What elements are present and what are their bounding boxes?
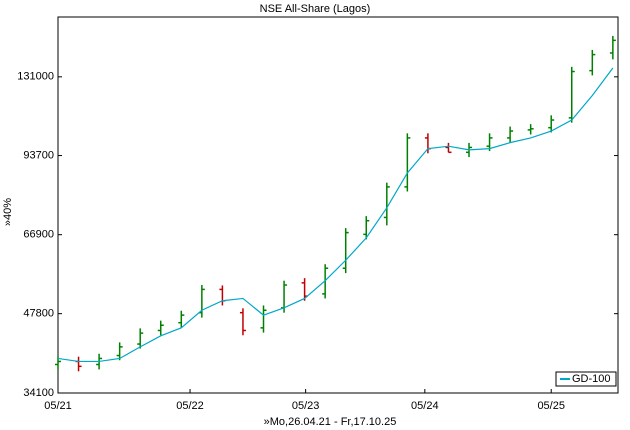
- y-tick-label: 131000: [17, 71, 54, 83]
- x-tick-label: 05/23: [292, 400, 320, 412]
- y-tick-label: 47800: [23, 308, 54, 320]
- x-tick-label: 05/22: [176, 400, 204, 412]
- legend-box: [555, 371, 617, 387]
- x-axis-label: »Mo,26.04.21 - Fr,17.10.25: [264, 416, 397, 428]
- x-tick-label: 05/24: [411, 400, 439, 412]
- x-tick-label: 05/21: [44, 400, 72, 412]
- moving-average-line: [57, 67, 614, 363]
- y-tick-label: 93700: [23, 149, 54, 161]
- legend-label: GD-100: [572, 373, 611, 385]
- plot-frame: [57, 16, 619, 394]
- y-axis-label: »40%: [2, 198, 14, 226]
- chart-title: NSE All-Share (Lagos): [260, 3, 371, 15]
- y-tick-label: 34100: [23, 387, 54, 399]
- y-tick-label: 66900: [23, 229, 54, 241]
- x-tick-label: 05/25: [537, 400, 565, 412]
